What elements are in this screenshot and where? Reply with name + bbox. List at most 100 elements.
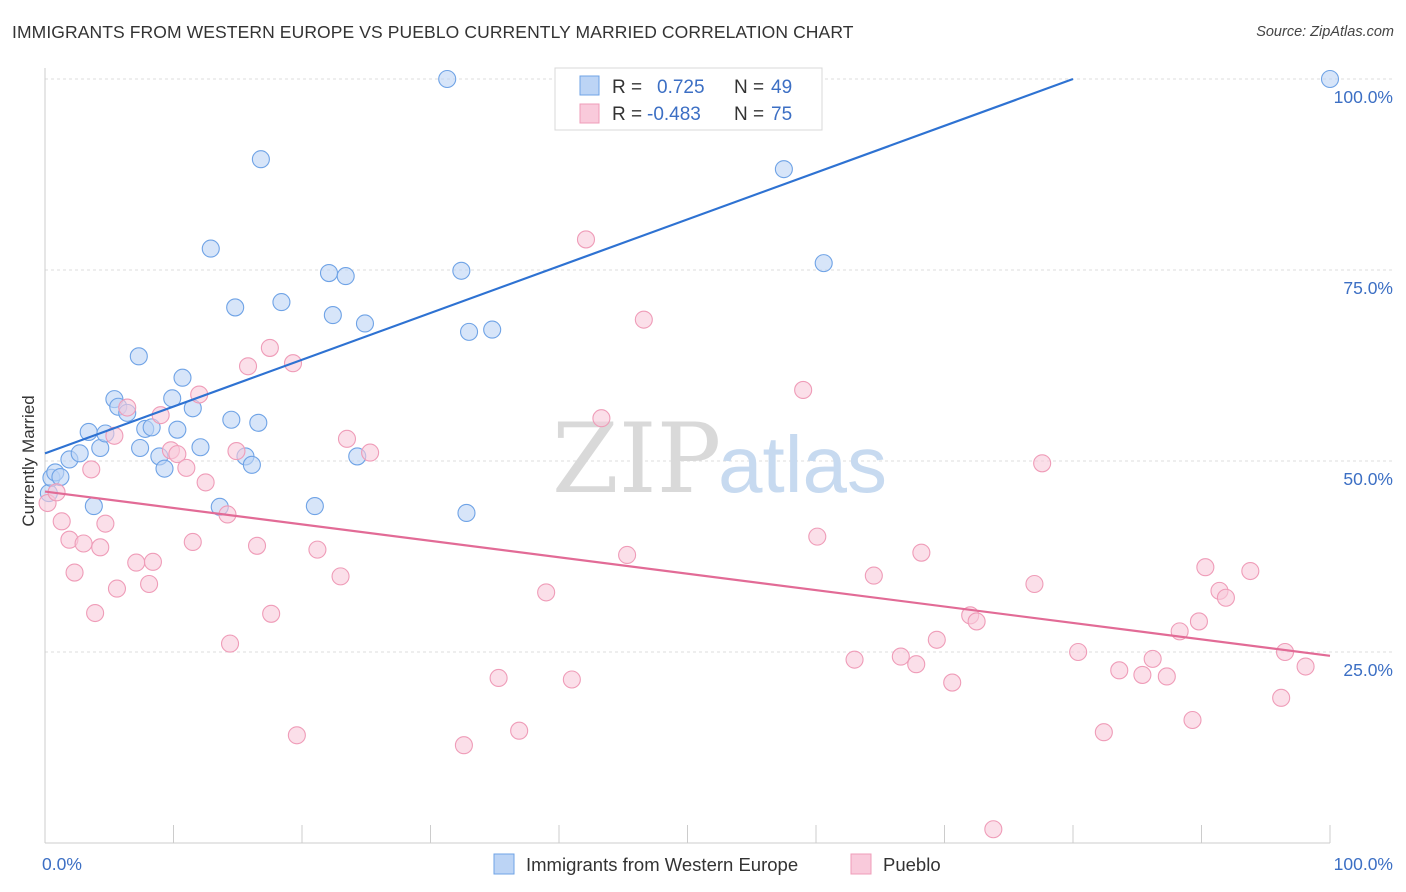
grid-lines xyxy=(45,78,1392,653)
data-point xyxy=(52,512,71,531)
data-point xyxy=(1033,454,1052,473)
series-legend: Immigrants from Western Europe Pueblo xyxy=(493,853,941,875)
data-point xyxy=(140,574,159,594)
data-point xyxy=(967,612,986,631)
data-point xyxy=(323,306,342,325)
data-point xyxy=(1183,710,1202,730)
data-point xyxy=(142,418,161,437)
data-point xyxy=(331,567,350,586)
y-axis-label: Currently Married xyxy=(19,395,38,526)
data-point xyxy=(355,314,375,333)
x-tick-min: 0.0% xyxy=(42,854,82,874)
series-western-europe-points xyxy=(39,69,1340,523)
data-point xyxy=(814,254,833,273)
data-point xyxy=(51,467,70,487)
data-point xyxy=(226,298,245,317)
data-point xyxy=(155,459,174,478)
legend-swatch-western-europe xyxy=(493,853,515,875)
data-point xyxy=(227,442,246,461)
data-point xyxy=(618,545,637,565)
data-point xyxy=(191,438,210,457)
data-point xyxy=(634,310,653,329)
data-point xyxy=(70,444,89,463)
data-point xyxy=(457,503,476,523)
data-point xyxy=(1320,69,1340,89)
data-point xyxy=(454,736,473,755)
data-point xyxy=(173,368,192,387)
data-point xyxy=(1094,723,1113,742)
data-point xyxy=(196,473,215,492)
data-point xyxy=(459,322,479,341)
watermark: ZIP atlas xyxy=(552,403,887,515)
data-point xyxy=(127,553,146,572)
data-point xyxy=(576,230,596,249)
legend-swatch-pueblo xyxy=(579,103,600,124)
data-point xyxy=(452,261,471,280)
data-point xyxy=(287,726,306,745)
legend-n-label: N = xyxy=(734,104,764,125)
data-point xyxy=(794,380,813,399)
data-point xyxy=(183,532,202,552)
data-point xyxy=(74,534,93,553)
stats-legend: R = 0.725 N = 49 R = -0.483 N = 75 xyxy=(554,67,823,131)
data-point xyxy=(262,604,281,623)
data-point xyxy=(308,540,327,559)
data-point xyxy=(562,670,581,689)
y-tick-labels: 25.0% 50.0% 75.0% 100.0% xyxy=(1334,87,1393,680)
data-point xyxy=(247,536,267,555)
data-point xyxy=(1189,612,1208,631)
data-point xyxy=(1025,574,1044,594)
data-point xyxy=(1275,642,1295,662)
legend-n-value: 49 xyxy=(771,77,792,98)
data-point xyxy=(107,579,127,598)
y-tick-label: 25.0% xyxy=(1343,660,1393,680)
data-point xyxy=(82,460,101,479)
y-tick-label: 50.0% xyxy=(1343,469,1393,489)
watermark-zip: ZIP xyxy=(552,403,721,515)
legend-swatch-pueblo xyxy=(850,853,872,875)
data-point xyxy=(1143,649,1162,668)
data-point xyxy=(592,409,611,428)
data-point xyxy=(65,563,84,582)
data-point xyxy=(220,634,240,653)
legend-r-value: 0.725 xyxy=(657,77,705,98)
legend-n-value: 75 xyxy=(771,104,792,125)
data-point xyxy=(489,668,508,688)
data-point xyxy=(1296,657,1315,676)
data-point xyxy=(251,150,270,169)
data-point xyxy=(336,267,355,286)
data-point xyxy=(91,538,110,557)
data-point xyxy=(131,438,150,458)
data-point xyxy=(1196,558,1215,577)
x-tick-max: 100.0% xyxy=(1334,854,1393,874)
data-point xyxy=(1216,588,1235,607)
data-point xyxy=(1110,661,1129,680)
data-point xyxy=(238,357,258,376)
data-point xyxy=(260,338,279,357)
legend-swatch-western-europe xyxy=(579,75,600,96)
data-point xyxy=(242,455,261,474)
data-point xyxy=(177,458,196,477)
data-point xyxy=(438,69,457,89)
data-point xyxy=(201,239,220,258)
data-point xyxy=(912,543,931,562)
data-point xyxy=(537,583,556,602)
axes xyxy=(44,68,1331,844)
y-tick-label: 100.0% xyxy=(1334,87,1393,107)
legend-r-label: R = xyxy=(612,77,642,98)
x-tick-labels: 0.0% 100.0% xyxy=(42,854,1393,874)
data-point xyxy=(845,650,864,669)
data-point xyxy=(272,293,291,312)
data-point xyxy=(168,445,187,464)
data-point xyxy=(1133,665,1152,684)
legend-label-pueblo: Pueblo xyxy=(883,854,941,875)
data-point xyxy=(305,497,324,516)
data-point xyxy=(118,398,137,417)
watermark-atlas: atlas xyxy=(718,420,887,509)
data-point xyxy=(143,552,162,571)
data-point xyxy=(1272,688,1291,707)
data-point xyxy=(943,673,962,692)
data-point xyxy=(222,410,241,429)
data-point xyxy=(984,820,1003,839)
